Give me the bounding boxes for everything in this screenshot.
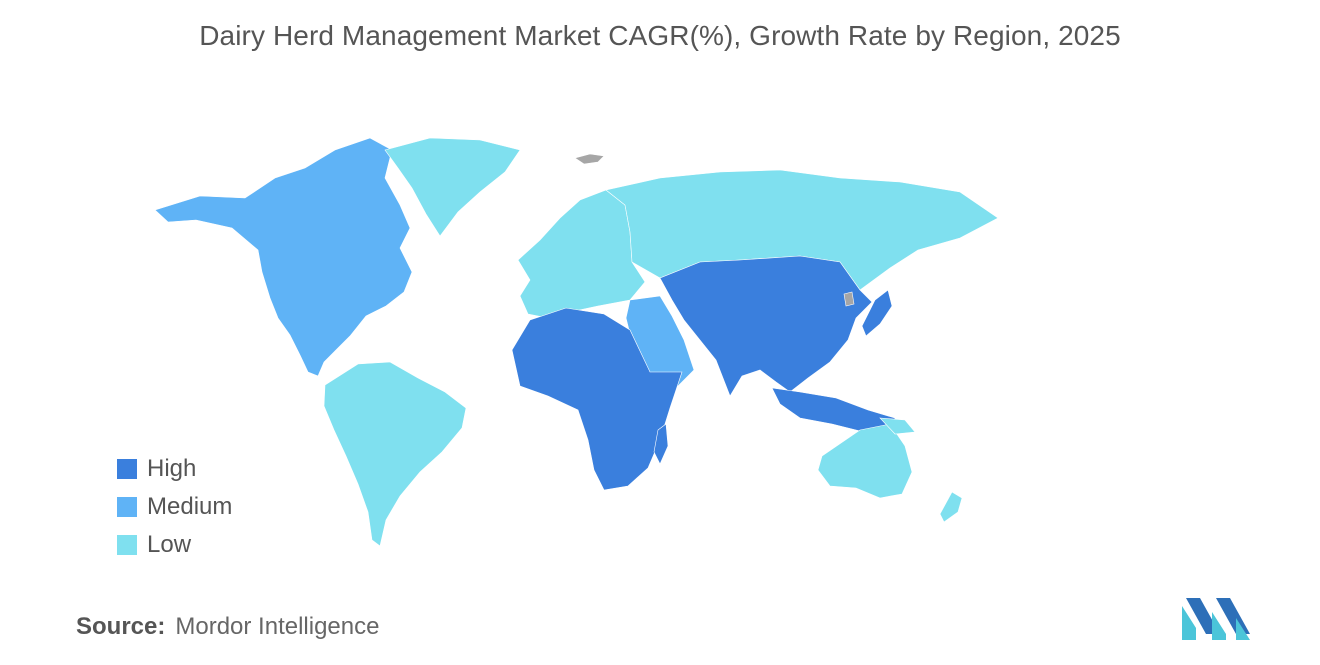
legend-label-high: High xyxy=(147,455,197,482)
legend-swatch-low xyxy=(117,535,137,555)
region-north-america xyxy=(154,137,413,377)
region-russia xyxy=(605,169,999,291)
mordor-logo xyxy=(1182,598,1250,640)
region-europe xyxy=(517,189,646,319)
source-note: Source: Mordor Intelligence xyxy=(76,613,379,641)
region-africa xyxy=(511,307,683,491)
source-label: Source: xyxy=(76,613,166,640)
region-south-america xyxy=(323,361,467,547)
logo-mid-bar xyxy=(1212,612,1226,640)
region-madagascar xyxy=(653,423,669,465)
logo-mid-diagonal xyxy=(1186,598,1220,634)
legend: High Medium Low xyxy=(117,450,232,564)
legend-swatch-high xyxy=(117,459,137,479)
region-new-zealand xyxy=(939,491,963,523)
region-svalbard xyxy=(574,153,605,165)
legend-label-low: Low xyxy=(147,531,192,558)
region-korea xyxy=(843,291,855,307)
legend-label-medium: Medium xyxy=(147,493,233,520)
region-greenland xyxy=(384,137,521,237)
legend-item-medium: Medium xyxy=(117,488,232,526)
logo-left-bar xyxy=(1182,606,1196,640)
region-asia xyxy=(659,255,873,397)
logo-right-diagonal xyxy=(1216,598,1250,634)
logo-right-bar xyxy=(1236,618,1250,640)
source-value: Mordor Intelligence xyxy=(175,613,380,640)
legend-item-low: Low xyxy=(117,526,232,564)
region-australia xyxy=(817,423,913,499)
legend-swatch-medium xyxy=(117,497,137,517)
legend-item-high: High xyxy=(117,450,232,488)
region-papua xyxy=(879,417,916,435)
region-japan xyxy=(861,289,893,337)
chart-title: Dairy Herd Management Market CAGR(%), Gr… xyxy=(199,20,1121,51)
